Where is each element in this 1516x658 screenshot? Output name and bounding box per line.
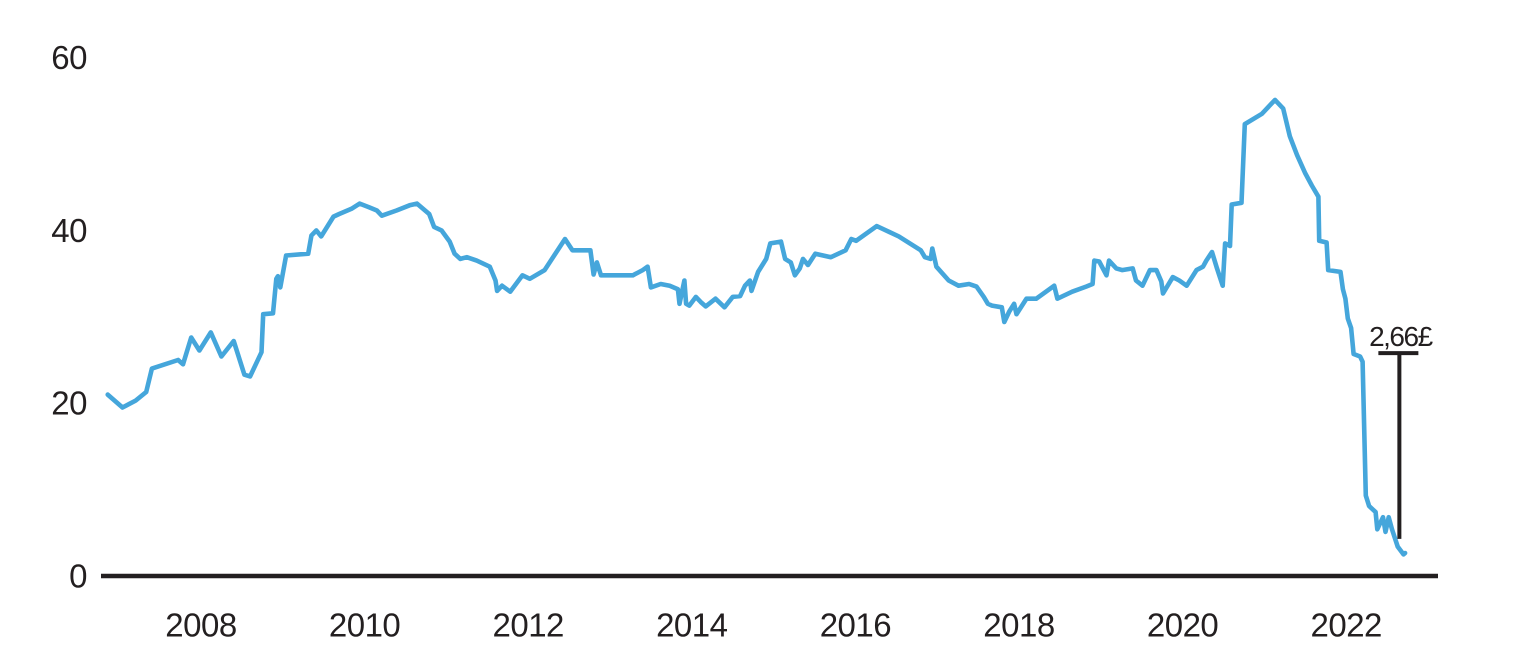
x-tick-label: 2020: [1147, 607, 1219, 644]
x-tick-label: 2008: [165, 607, 236, 644]
x-tick-label: 2016: [820, 607, 891, 644]
annotation-drop-marker-icon: [1378, 351, 1419, 539]
x-tick-label: 2012: [492, 607, 563, 644]
x-tick-label: 2018: [983, 607, 1054, 644]
y-axis-labels: 60 40 20 0: [51, 39, 87, 594]
annotation-label: 2,66£: [1369, 321, 1433, 352]
price-series-line: [105, 97, 1408, 557]
x-axis-labels: 2008 2010 2012 2014 2016 2018 2020 2022: [165, 607, 1382, 644]
y-tick-label: 40: [51, 212, 87, 249]
y-tick-label: 60: [51, 39, 87, 76]
y-tick-label: 0: [69, 558, 87, 595]
price-drop-annotation: 2,66£: [1369, 321, 1435, 539]
x-tick-label: 2010: [329, 607, 401, 644]
y-tick-label: 20: [51, 385, 87, 422]
x-tick-label: 2014: [656, 607, 728, 644]
x-tick-label: 2022: [1310, 607, 1381, 644]
